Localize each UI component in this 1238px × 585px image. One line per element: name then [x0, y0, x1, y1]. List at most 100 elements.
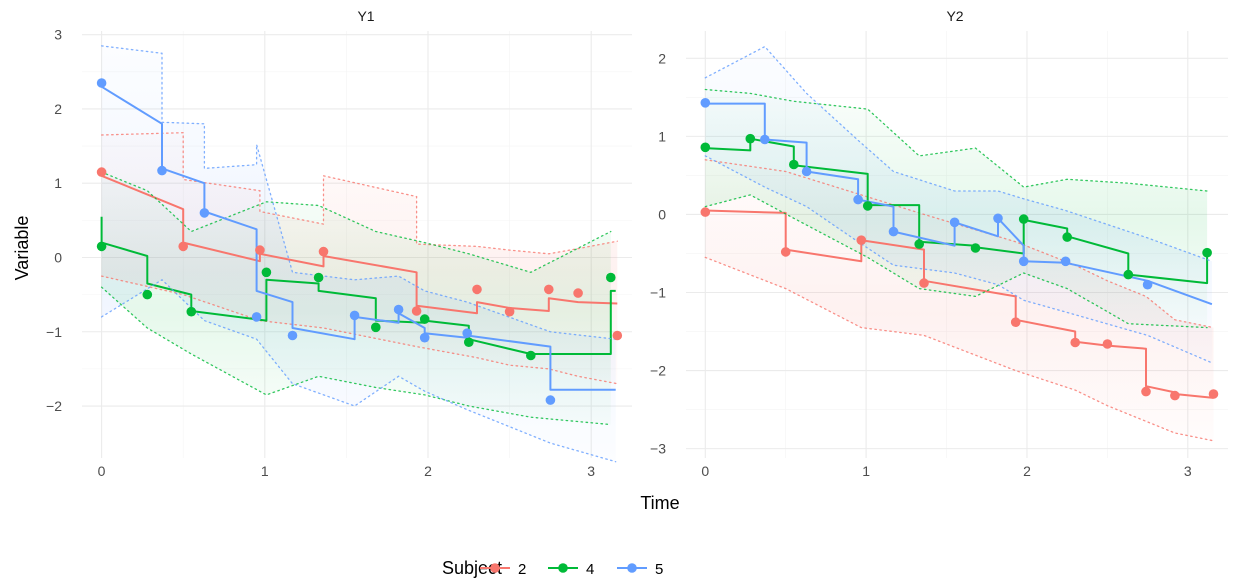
lower-bound-subject-4: [704, 194, 1208, 329]
point-subject-5: [801, 166, 812, 177]
ci-band-subject-5: [705, 46, 1212, 363]
y-tick-label-y1: 3: [54, 27, 62, 43]
point-subject-4: [700, 142, 711, 153]
point-subject-4: [261, 267, 272, 278]
point-subject-5: [251, 312, 262, 322]
point-subject-5: [760, 134, 770, 145]
point-subject-5: [199, 208, 210, 218]
point-subject-2: [411, 306, 422, 316]
bands-y1: [101, 45, 618, 462]
lower-bound-subject-4: [100, 286, 612, 426]
point-subject-2: [318, 246, 329, 257]
point-subject-5: [545, 395, 556, 405]
x-tick-label-y2: 0: [701, 463, 709, 479]
legend-label: 2: [518, 561, 526, 578]
point-subject-5: [1060, 256, 1071, 267]
y-tick-label-y1: −1: [46, 324, 62, 340]
point-subject-4: [1018, 214, 1029, 224]
y-tick-label-y2: −1: [650, 285, 666, 301]
point-subject-4: [526, 350, 536, 361]
points-y1: [96, 78, 623, 405]
legend-key-point: [490, 563, 500, 573]
legend-item-5: 5: [617, 561, 663, 578]
upper-bound-subject-4: [704, 88, 1208, 192]
point-subject-5: [1142, 279, 1153, 290]
point-subject-4: [745, 133, 756, 144]
ticks-y2: 0 1 2 3 −3 −2 −1 0 1 2: [650, 50, 1192, 479]
point-subject-5: [1018, 256, 1029, 267]
bands-y2: [705, 46, 1214, 441]
point-subject-2: [573, 288, 583, 298]
point-subject-2: [472, 284, 482, 295]
y-tick-label-y2: 2: [658, 50, 666, 66]
legend-key-point: [558, 563, 568, 573]
x-tick-label-y2: 1: [862, 463, 870, 479]
point-subject-4: [419, 314, 430, 324]
point-subject-5: [949, 217, 960, 228]
legend-label: 4: [586, 561, 594, 578]
legend-item-2: 2: [480, 561, 526, 578]
point-subject-2: [1070, 337, 1080, 348]
x-tick-label-y1: 0: [98, 463, 106, 479]
ci-band-subject-5: [101, 45, 616, 462]
point-subject-2: [1170, 390, 1180, 401]
ticks-y1: 0 1 2 3 −2 −1 0 1 2 3: [46, 27, 595, 479]
point-subject-4: [862, 201, 873, 211]
lower-bound-subject-5: [704, 155, 1213, 364]
point-subject-2: [1208, 389, 1219, 399]
point-subject-2: [544, 284, 554, 295]
point-subject-4: [313, 272, 324, 283]
panel-y2: Y2 0 1 2 3 −3 −2 −1 0 1 2: [650, 8, 1228, 479]
point-subject-4: [464, 337, 474, 348]
point-subject-2: [1010, 317, 1021, 328]
point-subject-4: [371, 322, 381, 333]
y-tick-label-y2: 1: [658, 128, 666, 144]
point-subject-4: [1202, 247, 1212, 258]
point-subject-2: [178, 241, 188, 252]
point-subject-5: [96, 78, 107, 88]
point-subject-4: [96, 241, 107, 252]
point-subject-4: [142, 289, 153, 300]
legend: Subject 2 4 5: [442, 558, 663, 578]
legend-label: 5: [655, 561, 663, 578]
point-subject-2: [255, 245, 265, 255]
legend-item-4: 4: [548, 561, 594, 578]
point-subject-5: [349, 310, 360, 321]
x-tick-label-y1: 3: [587, 463, 595, 479]
upper-bound-subject-2: [100, 132, 618, 255]
y-tick-label-y2: −3: [650, 441, 666, 457]
point-subject-2: [856, 235, 867, 245]
y-axis-title: Variable: [12, 216, 32, 281]
point-subject-2: [919, 278, 929, 288]
point-subject-2: [96, 167, 107, 177]
upper-bound-subject-5: [704, 45, 1213, 262]
panel-title-y2: Y2: [946, 8, 963, 24]
x-tick-label-y1: 1: [261, 463, 269, 479]
point-subject-2: [780, 247, 791, 257]
point-subject-2: [1141, 386, 1151, 397]
lower-bound-subject-5: [100, 278, 617, 463]
point-subject-4: [1062, 232, 1072, 242]
legend-title: Subject: [442, 558, 502, 578]
x-tick-label-y2: 2: [1023, 463, 1031, 479]
point-subject-2: [1102, 339, 1113, 349]
point-subject-5: [888, 226, 899, 237]
upper-bound-subject-2: [704, 159, 1215, 329]
fit-line-subject-2: [101, 174, 618, 315]
point-subject-5: [993, 213, 1003, 224]
point-subject-4: [1123, 269, 1134, 280]
y-tick-label-y1: 1: [54, 175, 62, 191]
point-subject-5: [287, 330, 298, 341]
legend-key-point: [627, 563, 637, 573]
y-tick-label-y1: −2: [46, 398, 62, 414]
x-tick-label-y2: 3: [1184, 463, 1192, 479]
y-tick-label-y1: 0: [54, 249, 62, 265]
points-y2: [700, 98, 1219, 401]
point-subject-2: [700, 207, 711, 217]
point-subject-5: [700, 98, 711, 108]
lines-y1: [100, 45, 618, 463]
y-tick-label-y1: 2: [54, 101, 62, 117]
point-subject-2: [504, 306, 515, 317]
point-subject-4: [914, 239, 924, 249]
panel-title-y1: Y1: [357, 8, 374, 24]
